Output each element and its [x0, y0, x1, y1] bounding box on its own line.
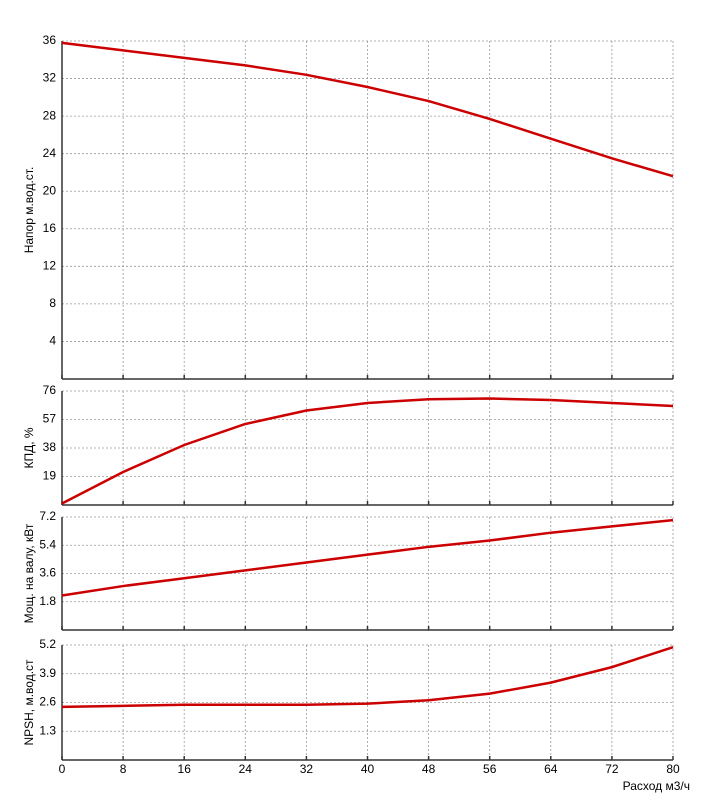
x-tick-label: 48 — [422, 762, 436, 776]
y-tick-label: 28 — [43, 108, 57, 122]
y-tick-label: 24 — [43, 146, 57, 160]
x-tick-label: 40 — [361, 762, 375, 776]
x-tick-label: 24 — [239, 762, 253, 776]
x-tick-label: 56 — [483, 762, 497, 776]
y-tick-label: 57 — [43, 412, 57, 426]
x-tick-label: 64 — [544, 762, 558, 776]
curve — [61, 518, 674, 597]
y-axis-label: КПД, % — [22, 427, 36, 468]
y-axis-label: Мощ. на валу, кВт — [22, 523, 36, 623]
y-axis-label: NPSH, м.вод.ст — [22, 659, 36, 746]
x-axis-label: Расход м3/ч — [623, 779, 690, 793]
curve — [61, 397, 674, 505]
y-tick-label: 3.6 — [39, 566, 56, 580]
y-tick-label: 2.6 — [39, 695, 56, 709]
y-tick-label: 8 — [49, 296, 56, 310]
y-tick-label: 5.4 — [39, 537, 56, 551]
y-tick-label: 76 — [43, 383, 57, 397]
y-tick-label: 4 — [49, 334, 56, 348]
y-tick-label: 19 — [43, 469, 57, 483]
x-tick-label: 32 — [300, 762, 314, 776]
x-tick-label: 8 — [120, 762, 127, 776]
x-tick-label: 16 — [178, 762, 192, 776]
y-tick-label: 36 — [43, 33, 57, 47]
curve — [61, 646, 674, 709]
x-tick-label: 80 — [666, 762, 680, 776]
y-tick-label: 20 — [43, 183, 57, 197]
x-tick-label: 72 — [605, 762, 619, 776]
curve — [61, 41, 674, 178]
y-tick-label: 32 — [43, 71, 57, 85]
y-tick-label: 5.2 — [39, 637, 56, 651]
y-axis-label: Напор м.вод.ст. — [22, 167, 36, 254]
y-tick-label: 1.8 — [39, 594, 56, 608]
y-tick-label: 3.9 — [39, 666, 56, 680]
y-tick-label: 7.2 — [39, 509, 56, 523]
x-tick-label: 0 — [59, 762, 66, 776]
y-tick-label: 16 — [43, 221, 57, 235]
y-tick-label: 38 — [43, 440, 57, 454]
y-tick-label: 12 — [43, 259, 57, 273]
y-tick-label: 1.3 — [39, 723, 56, 737]
